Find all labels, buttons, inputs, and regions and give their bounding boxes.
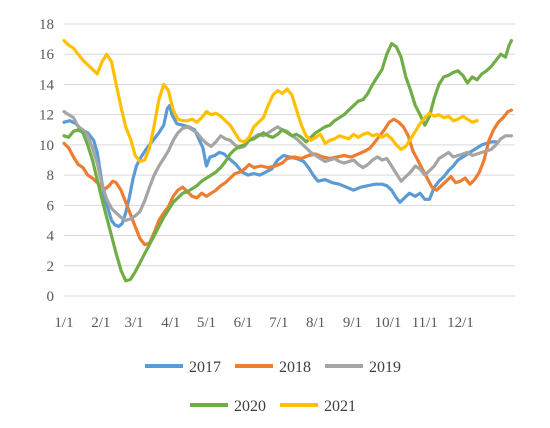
y-tick-label: 10 [39, 138, 54, 154]
x-tick-label: 10/1 [375, 315, 402, 331]
x-tick-label: 8/1 [306, 315, 325, 331]
series-line-2020 [62, 39, 513, 283]
x-tick-label: 4/1 [161, 315, 180, 331]
series-line-2019 [62, 110, 513, 222]
y-axis-ticks: 0 2 4 6 8 10 12 14 16 18 [39, 17, 55, 305]
y-tick-label: 16 [39, 47, 55, 63]
legend-label-2019: 2019 [369, 359, 401, 376]
x-tick-label: 6/1 [234, 315, 253, 331]
y-tick-label: 14 [39, 77, 55, 93]
x-tick-label: 2/1 [91, 315, 110, 331]
series-line-2017 [62, 104, 498, 229]
x-tick-label: 12/1 [447, 315, 474, 331]
legend: 2017 2018 2019 2020 2021 [145, 359, 401, 415]
gridlines [64, 23, 515, 297]
y-tick-label: 6 [47, 198, 55, 214]
series-line-2021 [62, 39, 479, 164]
series-line-2018 [62, 108, 513, 247]
x-tick-label: 7/1 [269, 315, 288, 331]
x-tick-label: 9/1 [343, 315, 362, 331]
y-tick-label: 0 [47, 289, 55, 305]
y-tick-label: 18 [39, 17, 54, 33]
y-tick-label: 2 [47, 259, 55, 275]
y-tick-label: 4 [47, 229, 55, 245]
x-tick-label: 5/1 [197, 315, 216, 331]
x-axis-ticks: 1/1 2/1 3/1 4/1 5/1 6/1 7/1 8/1 9/1 10/1 11/1 12/1 [54, 315, 473, 331]
series-lines [62, 39, 513, 283]
y-tick-label: 12 [39, 108, 54, 124]
x-tick-label: 3/1 [124, 315, 143, 331]
x-tick-label: 1/1 [54, 315, 73, 331]
x-tick-label: 11/1 [412, 315, 438, 331]
legend-label-2021: 2021 [324, 398, 356, 415]
y-tick-label: 8 [47, 168, 55, 184]
legend-label-2017: 2017 [189, 359, 221, 376]
legend-label-2018: 2018 [279, 359, 311, 376]
legend-label-2020: 2020 [234, 398, 266, 415]
